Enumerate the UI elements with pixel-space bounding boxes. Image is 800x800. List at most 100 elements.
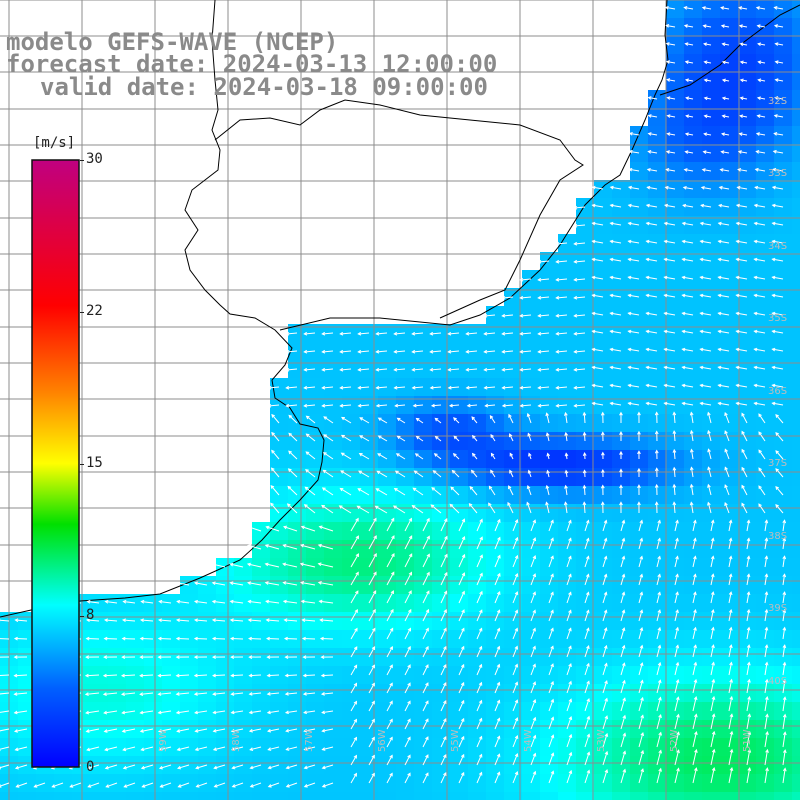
wind-arrow [666, 78, 676, 82]
wind-speed-cell [288, 666, 307, 685]
wind-speed-cell [324, 360, 343, 379]
wind-arrow [468, 502, 478, 514]
wind-arrow [319, 636, 334, 641]
wind-speed-cell [558, 234, 577, 253]
wind-speed-cell [504, 774, 523, 793]
wind-speed-cell [486, 594, 505, 613]
wind-arrow [430, 403, 442, 408]
wind-arrow [591, 365, 604, 370]
wind-speed-cell [234, 738, 253, 757]
wind-speed-cell [342, 468, 361, 487]
wind-speed-cell [648, 648, 667, 667]
wind-arrow [753, 329, 766, 334]
wind-arrow [175, 692, 190, 696]
wind-speed-cell [720, 792, 739, 800]
wind-speed-cell [792, 450, 800, 469]
wind-speed-cell [792, 306, 800, 325]
wind-speed-cell [198, 666, 217, 685]
wind-speed-cell [468, 432, 487, 451]
wind-speed-cell [702, 648, 721, 667]
wind-arrow [645, 239, 658, 244]
wind-arrow [548, 698, 555, 712]
wind-arrow [270, 502, 280, 514]
wind-arrow [471, 452, 478, 460]
wind-speed-cell [594, 414, 613, 433]
wind-speed-cell [342, 522, 361, 541]
wind-speed-cell [702, 486, 721, 505]
wind-arrow [321, 504, 334, 514]
wind-speed-cell [522, 774, 541, 793]
wind-speed-cell [324, 576, 343, 595]
wind-arrow [476, 771, 483, 784]
wind-arrow [656, 555, 661, 568]
wind-arrow [753, 365, 766, 370]
wind-speed-cell [774, 702, 793, 721]
wind-speed-cell [756, 450, 775, 469]
wind-arrow [212, 673, 226, 678]
wind-arrow [627, 221, 640, 226]
wind-arrow [350, 517, 359, 532]
wind-arrow [546, 469, 550, 478]
wind-arrow [527, 469, 532, 478]
wind-arrow [710, 573, 715, 586]
lon-label: 55W [450, 729, 461, 752]
wind-speed-cell [288, 396, 307, 415]
wind-arrow [368, 700, 375, 712]
wind-arrow [530, 519, 537, 532]
wind-speed-cell [468, 594, 487, 613]
wind-arrow [471, 434, 478, 442]
wind-arrow [739, 114, 748, 119]
wind-speed-cell [270, 558, 289, 577]
wind-arrow [139, 636, 154, 641]
wind-speed-cell [270, 576, 289, 595]
wind-speed-cell [522, 342, 541, 361]
wind-arrow [229, 562, 244, 568]
wind-arrow [85, 710, 100, 715]
wind-arrow [282, 544, 298, 550]
wind-arrow [584, 555, 590, 568]
wind-speed-cell [126, 756, 145, 775]
wind-speed-cell [306, 666, 325, 685]
wind-speed-cell [720, 198, 739, 217]
wind-arrow [773, 114, 784, 118]
wind-arrow [447, 349, 460, 354]
wind-speed-cell [612, 702, 631, 721]
wind-arrow [720, 6, 730, 10]
wind-arrow [483, 367, 496, 372]
wind-arrow [647, 96, 658, 100]
wind-speed-cell [576, 792, 595, 800]
wind-speed-cell [648, 702, 667, 721]
wind-arrow [350, 718, 357, 730]
wind-arrow [674, 678, 680, 694]
wind-arrow [415, 417, 424, 424]
wind-arrow [548, 537, 554, 550]
wind-speed-cell [360, 774, 379, 793]
wind-speed-cell [594, 198, 613, 217]
wind-arrow [620, 555, 626, 568]
wind-arrow [717, 401, 730, 406]
wind-speed-cell [504, 558, 523, 577]
wind-arrow [701, 6, 712, 10]
wind-speed-cell [738, 468, 757, 487]
wind-speed-cell [306, 522, 325, 541]
wind-speed-cell [486, 540, 505, 559]
wind-arrow [692, 591, 697, 604]
wind-arrow [555, 367, 568, 372]
wind-speed-cell [504, 450, 523, 469]
wind-speed-cell [702, 468, 721, 487]
wind-arrow [746, 537, 751, 550]
wind-speed-cell [702, 576, 721, 595]
wind-arrow [692, 626, 697, 640]
wind-arrow [386, 718, 393, 730]
wind-arrow [284, 655, 298, 659]
wind-speed-cell [144, 774, 163, 793]
wind-arrow [176, 599, 190, 604]
wind-speed-cell [558, 486, 577, 505]
wind-speed-cell [522, 558, 541, 577]
wind-speed-cell [666, 774, 685, 793]
wind-speed-cell [702, 612, 721, 631]
wind-speed-cell [270, 378, 289, 397]
wind-speed-cell [738, 720, 757, 739]
wind-speed-cell [702, 234, 721, 253]
wind-arrow [681, 401, 694, 406]
